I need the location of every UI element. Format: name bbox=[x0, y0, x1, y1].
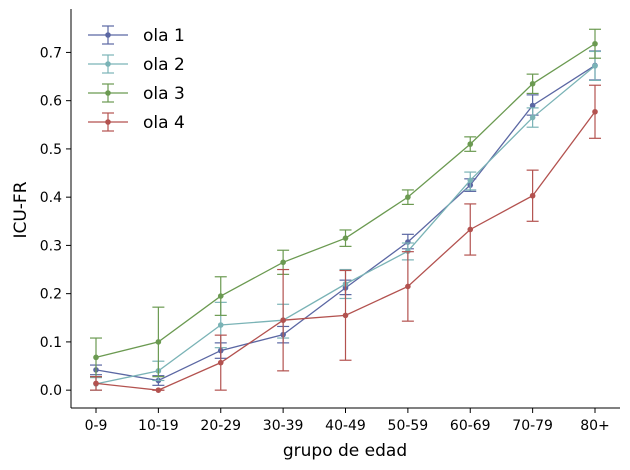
legend: ola 1 ola 2 ola 3 ola 4 bbox=[88, 25, 185, 133]
y-tick-label: 0.6 bbox=[40, 94, 62, 110]
data-point bbox=[529, 102, 536, 109]
legend-label: ola 4 bbox=[143, 113, 185, 133]
x-axis-title: grupo de edad bbox=[283, 441, 407, 461]
y-tick-label: 0.1 bbox=[40, 335, 62, 351]
y-tick-label: 0.3 bbox=[40, 238, 62, 254]
data-point bbox=[342, 235, 349, 241]
y-tick-label: 0.0 bbox=[40, 383, 62, 399]
data-point bbox=[405, 283, 411, 290]
legend-label: ola 2 bbox=[143, 55, 185, 75]
legend-marker bbox=[105, 32, 111, 38]
legend-marker bbox=[105, 90, 111, 96]
x-tick-label: 20-29 bbox=[200, 418, 241, 434]
x-tick-label: 60-69 bbox=[450, 418, 491, 434]
legend-entry-2: ola 2 bbox=[88, 54, 185, 75]
x-tick-label: 0-9 bbox=[85, 418, 108, 434]
data-point bbox=[592, 40, 598, 47]
legend-marker bbox=[105, 119, 111, 125]
series-layer bbox=[90, 28, 601, 393]
data-point bbox=[529, 192, 536, 199]
x-tick-label: 10-19 bbox=[138, 418, 179, 434]
y-tick-label: 0.4 bbox=[40, 190, 62, 206]
legend-entry-1: ola 1 bbox=[88, 25, 185, 46]
y-axis-title: ICU-FR bbox=[11, 181, 31, 238]
y-tick-label: 0.5 bbox=[40, 142, 62, 158]
data-point bbox=[155, 339, 162, 345]
data-point bbox=[529, 114, 536, 121]
data-point bbox=[592, 108, 598, 115]
legend-label: ola 1 bbox=[143, 26, 185, 46]
data-point bbox=[217, 359, 224, 366]
data-point bbox=[93, 380, 99, 387]
x-ticks: 0-9 10-19 20-29 30-39 40-49 50-59 60-69 70-79 80… bbox=[85, 408, 610, 434]
y-tick-label: 0.7 bbox=[40, 45, 62, 61]
data-point bbox=[280, 317, 286, 323]
y-tick-label: 0.2 bbox=[40, 287, 62, 303]
x-tick-label: 50-59 bbox=[388, 418, 429, 434]
legend-entry-4: ola 4 bbox=[88, 112, 185, 133]
data-point bbox=[467, 226, 474, 233]
data-point bbox=[93, 354, 99, 361]
series-4 bbox=[90, 84, 601, 393]
y-ticks: 0.0 0.1 0.2 0.3 0.4 0.5 0.6 0.7 bbox=[40, 45, 71, 399]
data-point bbox=[467, 177, 474, 184]
legend-label: ola 3 bbox=[143, 84, 185, 104]
series-3 bbox=[90, 28, 601, 378]
data-point bbox=[155, 387, 162, 393]
legend-marker bbox=[105, 61, 111, 67]
data-point bbox=[405, 194, 411, 200]
x-tick-label: 70-79 bbox=[512, 418, 553, 434]
data-point bbox=[529, 80, 536, 87]
x-tick-label: 30-39 bbox=[263, 418, 304, 434]
x-tick-label: 40-49 bbox=[325, 418, 366, 434]
data-point bbox=[217, 322, 224, 328]
data-point bbox=[592, 63, 598, 69]
data-point bbox=[217, 293, 224, 299]
legend-entry-3: ola 3 bbox=[88, 83, 185, 104]
x-tick-label: 80+ bbox=[580, 418, 610, 434]
data-point bbox=[467, 141, 474, 147]
data-point bbox=[342, 312, 349, 319]
data-point bbox=[280, 259, 286, 266]
